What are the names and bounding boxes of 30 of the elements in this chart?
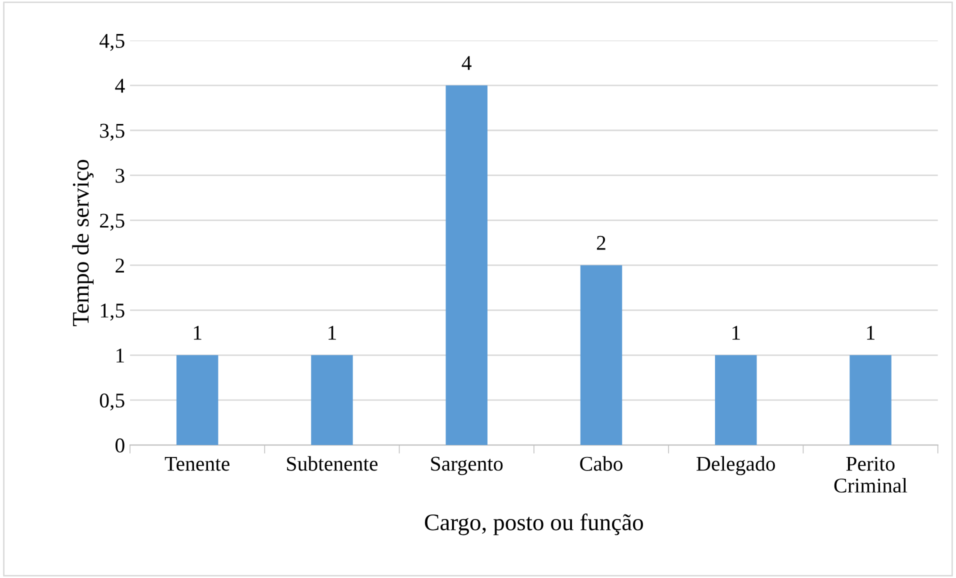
y-tick-label: 2 xyxy=(116,258,124,272)
x-tick-label: Delegado xyxy=(696,456,775,476)
data-label: 1 xyxy=(194,326,202,340)
y-tick-label: 4,5 xyxy=(100,34,124,51)
y-tick-label: 3,5 xyxy=(100,124,124,141)
y-tick-label: 1 xyxy=(116,348,124,362)
x-tick-label: Tenente xyxy=(164,456,230,471)
data-label: 4 xyxy=(462,56,472,70)
bar xyxy=(850,355,892,446)
y-tick-label: 2,5 xyxy=(100,214,124,231)
data-label: 2 xyxy=(596,236,606,250)
bar xyxy=(176,355,218,446)
data-label: 1 xyxy=(867,326,874,340)
y-axis-title: Tempo de serviço xyxy=(72,160,94,326)
y-tick-label: 0 xyxy=(116,438,124,452)
y-tick-label: 4 xyxy=(115,78,125,93)
y-tick-label: 1,5 xyxy=(100,304,124,321)
x-axis-title: Cargo, posto ou função xyxy=(424,514,643,536)
data-label: 1 xyxy=(732,326,740,340)
x-tick-label: Perito Criminal xyxy=(834,456,908,493)
y-tick-label: 3 xyxy=(116,168,124,183)
bar xyxy=(580,265,622,446)
x-tick-label: Subtenente xyxy=(287,456,378,471)
x-tick-label: Cabo xyxy=(580,456,622,471)
bar xyxy=(446,85,488,446)
x-tick-label: Sargento xyxy=(431,456,503,476)
bar xyxy=(715,355,757,446)
data-label: 1 xyxy=(328,326,336,340)
y-tick-label: 0,5 xyxy=(100,393,124,411)
bar xyxy=(311,355,353,446)
